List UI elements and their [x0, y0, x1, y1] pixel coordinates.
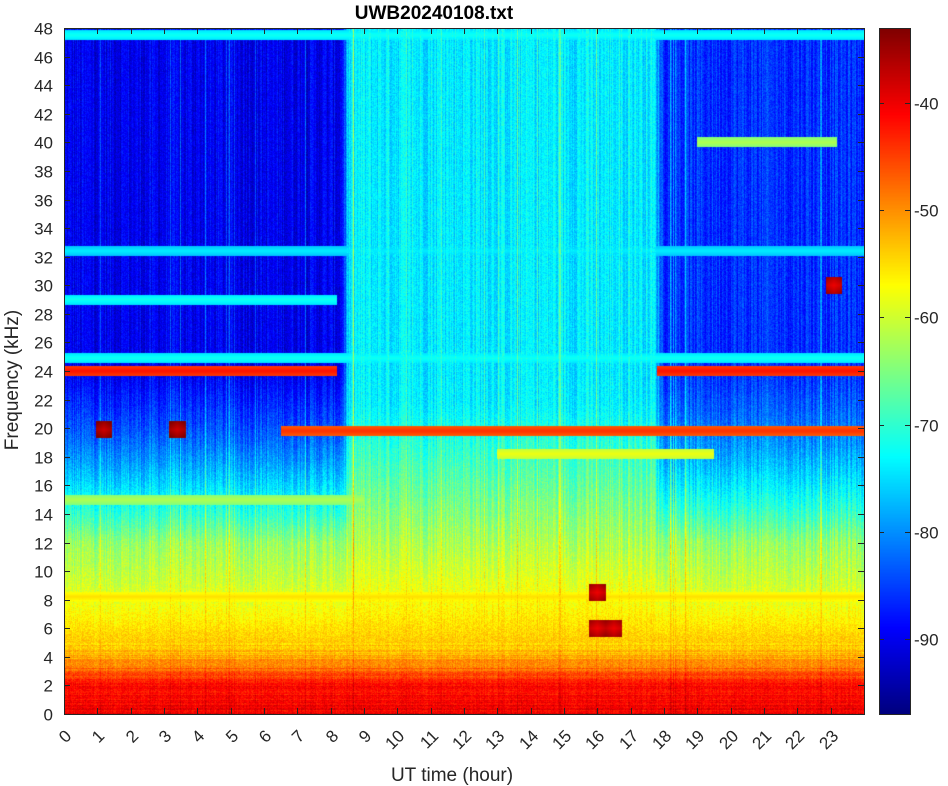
y-tick-label: 16 [34, 477, 53, 496]
x-tick-label: 4 [188, 726, 208, 746]
x-tick-label: 2 [122, 726, 142, 746]
y-tick-label: 30 [34, 277, 53, 296]
x-tick-label: 20 [716, 726, 743, 753]
y-tick-label: 4 [44, 649, 53, 668]
y-tick-label: 12 [34, 535, 53, 554]
colorbar-tick-label: -70 [914, 417, 939, 436]
x-tick-label: 1 [88, 726, 108, 746]
y-tick-label: 10 [34, 563, 53, 582]
x-tick-label: 7 [288, 726, 308, 746]
y-tick-label: 40 [34, 134, 53, 153]
y-tick-label: 46 [34, 49, 53, 68]
x-tick-label: 13 [482, 726, 509, 753]
x-tick-label: 0 [55, 726, 75, 746]
x-tick-label: 23 [816, 726, 843, 753]
x-axis-label: UT time (hour) [391, 765, 513, 786]
y-tick-label: 28 [34, 306, 53, 325]
x-tick-label: 15 [549, 726, 576, 753]
y-tick-label: 6 [44, 620, 53, 639]
y-tick-label: 14 [34, 506, 53, 525]
x-tick-label: 9 [355, 726, 375, 746]
x-tick-label: 18 [649, 726, 676, 753]
colorbar-tick-label: -80 [914, 524, 939, 543]
x-tick-label: 8 [322, 726, 342, 746]
y-tick-label: 34 [34, 220, 53, 239]
colorbar-tick-label: -40 [914, 95, 939, 114]
x-tick-label: 5 [222, 726, 242, 746]
x-tick-label: 10 [382, 726, 409, 753]
y-tick-label: 22 [34, 392, 53, 411]
chart-title: UWB20240108.txt [355, 3, 514, 24]
x-tick-label: 21 [749, 726, 776, 753]
y-tick-label: 8 [44, 592, 53, 611]
y-tick-label: 48 [34, 20, 53, 39]
x-tick-label: 6 [255, 726, 275, 746]
y-axis: 0246810121416182022242628303234363840424… [34, 20, 864, 725]
x-tick-label: 3 [155, 726, 175, 746]
x-tick-label: 14 [516, 726, 543, 753]
colorbar-tick-label: -60 [914, 309, 939, 328]
y-tick-label: 42 [34, 106, 53, 125]
colorbar-tick-label: -50 [914, 202, 939, 221]
y-tick-label: 26 [34, 334, 53, 353]
spectrogram-plot-area [64, 28, 864, 714]
y-tick-label: 2 [44, 677, 53, 696]
x-tick-label: 19 [682, 726, 709, 753]
x-tick-label: 16 [582, 726, 609, 753]
colorbar [879, 28, 910, 714]
y-tick-label: 38 [34, 163, 53, 182]
x-tick-label: 11 [416, 726, 442, 752]
y-tick-label: 20 [34, 420, 53, 439]
y-tick-label: 36 [34, 192, 53, 211]
y-tick-label: 32 [34, 249, 53, 268]
y-tick-label: 44 [34, 77, 53, 96]
x-tick-label: 12 [449, 726, 476, 753]
y-tick-label: 18 [34, 449, 53, 468]
colorbar-frame [879, 28, 911, 715]
y-tick-label: 24 [34, 363, 53, 382]
colorbar-tick-label: -90 [914, 631, 939, 650]
y-tick-label: 0 [44, 706, 53, 725]
y-axis-label: Frequency (kHz) [2, 310, 23, 450]
colorbar-ticks: -40 -50 -60 -70 -80 -90 [879, 95, 939, 650]
x-tick-label: 22 [782, 726, 809, 753]
x-tick-label: 17 [616, 726, 643, 753]
